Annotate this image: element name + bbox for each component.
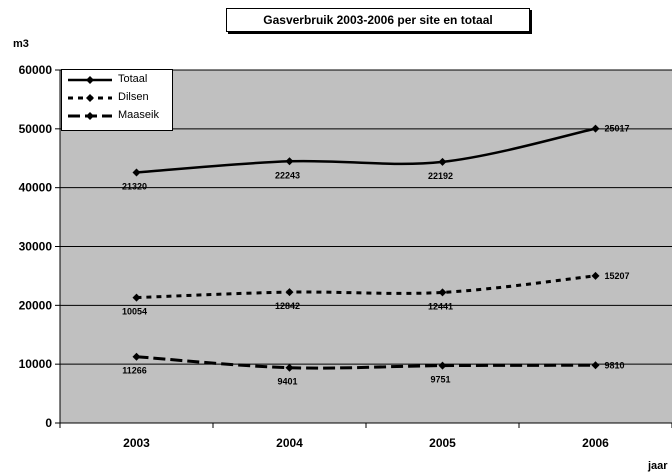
legend-label-maaseik: Maaseik xyxy=(118,109,159,121)
data-label-dilsen: 12441 xyxy=(428,301,453,311)
legend: Totaal Dilsen Maaseik xyxy=(61,69,173,131)
legend-label-totaal: Totaal xyxy=(118,73,148,85)
legend-item-maaseik: Maaseik xyxy=(66,108,170,124)
data-label-maaseik: 9810 xyxy=(605,360,625,370)
x-tick-label: 2003 xyxy=(123,436,150,450)
data-label-dilsen: 12842 xyxy=(275,301,300,311)
series-line-dilsen xyxy=(136,274,596,300)
data-label-totaal: 25017 xyxy=(605,124,630,134)
data-point-dilsen xyxy=(438,288,447,297)
x-tick-label: 2006 xyxy=(582,436,609,450)
legend-item-totaal: Totaal xyxy=(66,72,170,88)
data-label-dilsen: 15207 xyxy=(605,271,630,281)
data-point-totaal xyxy=(285,157,294,166)
series-line-totaal xyxy=(136,127,596,174)
legend-swatch-maaseik xyxy=(68,112,112,120)
legend-item-dilsen: Dilsen xyxy=(66,90,170,106)
data-point-dilsen xyxy=(285,288,294,297)
data-point-dilsen xyxy=(591,271,600,280)
data-label-totaal: 22192 xyxy=(428,171,453,181)
data-label-maaseik: 9401 xyxy=(277,377,297,387)
data-point-dilsen xyxy=(132,293,141,302)
y-tick-label: 0 xyxy=(45,416,52,430)
data-point-maaseik xyxy=(285,363,294,372)
legend-swatch-dilsen xyxy=(68,94,112,102)
data-point-totaal xyxy=(591,124,600,133)
x-tick-label: 2005 xyxy=(429,436,456,450)
y-tick-label: 40000 xyxy=(19,181,53,195)
series-line-maaseik xyxy=(136,355,596,370)
y-axis-unit-label: m3 xyxy=(13,38,29,50)
data-label-totaal: 21320 xyxy=(122,181,147,191)
y-tick-label: 10000 xyxy=(19,357,53,371)
data-label-dilsen: 10054 xyxy=(122,307,147,317)
data-point-maaseik xyxy=(438,361,447,370)
data-point-totaal xyxy=(438,157,447,166)
y-tick-label: 60000 xyxy=(19,63,53,77)
data-point-maaseik xyxy=(132,352,141,361)
legend-label-dilsen: Dilsen xyxy=(118,91,149,103)
data-label-maaseik: 9751 xyxy=(430,375,450,385)
legend-swatch-totaal xyxy=(68,76,112,84)
chart-title: Gasverbruik 2003-2006 per site en totaal xyxy=(226,8,530,32)
y-tick-label: 20000 xyxy=(19,298,53,312)
y-tick-label: 50000 xyxy=(19,122,53,136)
data-point-totaal xyxy=(132,168,141,177)
data-label-maaseik: 11266 xyxy=(122,366,147,376)
data-label-totaal: 22243 xyxy=(275,170,300,180)
x-tick-label: 2004 xyxy=(276,436,303,450)
data-point-maaseik xyxy=(591,361,600,370)
x-axis-unit-label: jaar xyxy=(648,460,668,472)
y-tick-label: 30000 xyxy=(19,240,53,254)
